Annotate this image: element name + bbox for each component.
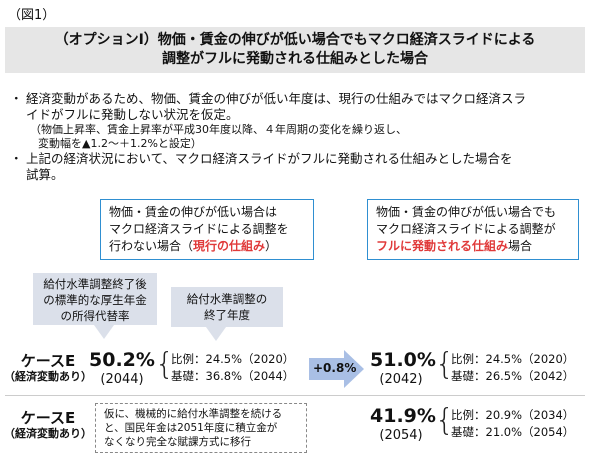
full-slide-highlight: フルに発動される仕組み	[376, 239, 509, 253]
full-slide-box: 物価・賃金の伸びが低い場合でも マクロ経済スライドによる調整が フルに発動される…	[367, 199, 579, 260]
title-line-1: （オプションⅠ）物価・賃金の伸びが低い場合でもマクロ経済スライドによる	[54, 32, 536, 48]
current-end-year: (2044)	[100, 372, 144, 387]
full-slide-end-year: (2042)	[379, 372, 423, 387]
row-2-kiso: 基礎：21.0%（2054）	[451, 425, 575, 439]
current-kiso: 基礎：36.8%（2044）	[171, 369, 295, 383]
bullet-item-1: 経済変動があるため、物価、賃金の伸びが低い年度は、現行の仕組みではマクロ経済スラ…	[10, 91, 584, 123]
current-system-highlight: 現行の仕組み	[193, 239, 266, 253]
row-separator	[5, 395, 585, 396]
row-2-hirei: 比例：20.9%（2034）	[451, 408, 575, 422]
current-box-line-3: 行わない場合（現行の仕組み）	[109, 239, 278, 253]
full-slide-replacement-rate: 51.0%	[370, 349, 436, 371]
bullet-1-sub-1: （物価上昇率、賃金上昇率が平成30年度以降、４年周期の変化を繰り返し、	[30, 123, 407, 136]
bullet-1-line-1: 経済変動があるため、物価、賃金の伸びが低い年度は、現行の仕組みではマクロ経済スラ	[26, 91, 527, 106]
improvement-value: +0.8%	[313, 361, 357, 375]
replacement-rate-callout: 給付水準調整終了後 の標準的な厚生年金 の所得代替率	[33, 273, 157, 325]
improvement-arrow-head	[344, 350, 364, 388]
figure-label: （図1）	[8, 8, 56, 23]
bullet-2-line-2: 試算。	[26, 167, 64, 182]
brace-row-2: {	[435, 403, 455, 438]
current-replacement-rate: 50.2%	[89, 349, 155, 371]
bullet-item-2: 上記の経済状況において、マクロ経済スライドがフルに発動される仕組みとした場合を …	[10, 151, 584, 183]
row-2-replacement-rate: 41.9%	[370, 405, 436, 427]
mechanical-adjustment-note: 仮に、機械的に給付水準調整を続ける と、国民年金は2051年度に積立金が なくな…	[95, 403, 307, 453]
brace-row-1-new: {	[435, 347, 455, 382]
bullet-1-line-2: イドがフルに発動しない状況を仮定。	[26, 107, 239, 122]
callout-2-pointer	[206, 327, 226, 341]
title-box: （オプションⅠ）物価・賃金の伸びが低い場合でもマクロ経済スライドによる 調整がフ…	[5, 27, 585, 73]
case-e-label-row-2: ケースE （経済変動あり）	[4, 409, 92, 440]
title-line-2: 調整がフルに発動される仕組みとした場合	[162, 51, 428, 67]
row-2-end-year: (2054)	[379, 428, 423, 443]
current-box-line-2: マクロ経済スライドによる調整を	[109, 222, 289, 236]
full-box-line-3: フルに発動される仕組み場合	[376, 239, 533, 253]
current-box-line-1: 物価・賃金の伸びが低い場合は	[109, 205, 278, 219]
current-system-box: 物価・賃金の伸びが低い場合は マクロ経済スライドによる調整を 行わない場合（現行…	[100, 199, 314, 260]
brace-row-1-current: {	[155, 347, 175, 382]
bullet-2-line-1: 上記の経済状況において、マクロ経済スライドがフルに発動される仕組みとした場合を	[26, 151, 513, 166]
improvement-arrow-shaft	[309, 358, 344, 380]
bullet-list: 経済変動があるため、物価、賃金の伸びが低い年度は、現行の仕組みではマクロ経済スラ…	[10, 91, 584, 183]
case-e-label-row-1: ケースE （経済変動あり）	[4, 352, 92, 383]
end-year-callout: 給付水準調整の 終了年度	[171, 287, 283, 327]
full-slide-kiso: 基礎：26.5%（2042）	[451, 369, 575, 383]
full-slide-hirei: 比例：24.5%（2020）	[451, 352, 575, 366]
current-hirei: 比例：24.5%（2020）	[171, 352, 295, 366]
full-box-line-2: マクロ経済スライドによる調整が	[376, 222, 556, 236]
bullet-1-sub-2: 変動幅を▲1.2～＋1.2%と設定）	[38, 137, 202, 150]
full-box-line-1: 物価・賃金の伸びが低い場合でも	[376, 205, 557, 219]
callout-1-pointer	[94, 325, 114, 339]
